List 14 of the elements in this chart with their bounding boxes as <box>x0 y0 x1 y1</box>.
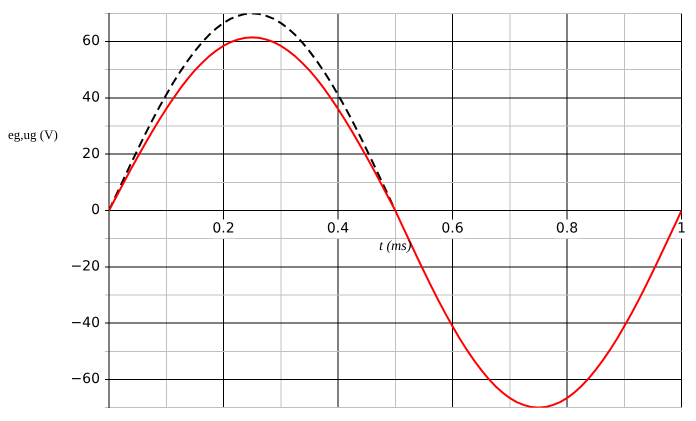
y-tick-label: −40 <box>70 314 100 331</box>
y-tick-label: 20 <box>82 146 100 162</box>
x-tick-label: 0.6 <box>441 220 464 237</box>
x-tick-label: 1 <box>677 220 686 237</box>
y-tick-label: 0 <box>91 202 100 218</box>
x-tick-label: 0.4 <box>326 220 350 237</box>
y-tick-label: −60 <box>70 371 100 388</box>
x-axis-title: t (ms) <box>379 239 412 254</box>
y-axis-title: eg,ug (V) <box>8 127 58 142</box>
y-tick-label: −20 <box>70 258 100 274</box>
y-tick-label: 40 <box>82 90 100 106</box>
x-tick-label: 0.8 <box>556 220 578 237</box>
y-tick-label: 60 <box>82 33 100 50</box>
x-tick-label: 0.2 <box>212 220 235 237</box>
